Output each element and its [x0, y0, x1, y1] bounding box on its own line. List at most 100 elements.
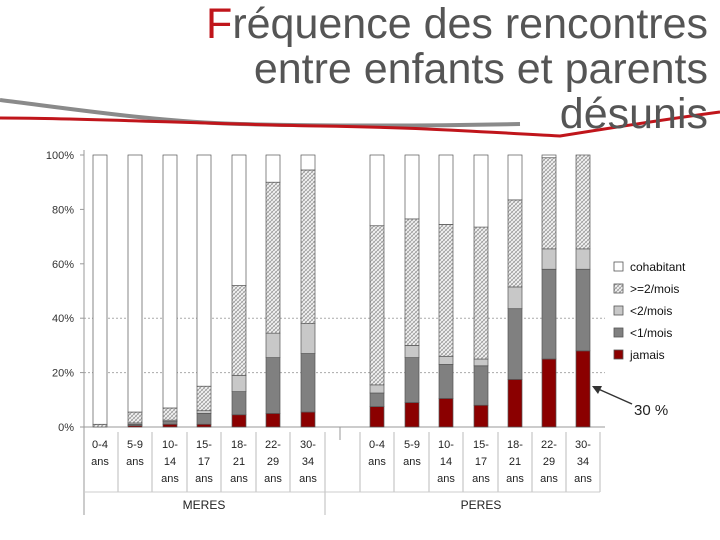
x-category-label: ans	[126, 456, 144, 468]
x-category-label: 21	[233, 456, 245, 468]
legend-swatch	[613, 283, 624, 294]
bar-segment-2mois	[369, 384, 385, 394]
group-label: PERES	[461, 498, 502, 512]
bar-segment-1mois	[507, 308, 523, 380]
bar-segment-2mois	[473, 226, 489, 360]
y-tick-label: 100%	[46, 150, 74, 162]
bar-segment-cohabitant	[196, 154, 212, 387]
bar-segment-2mois	[265, 332, 281, 358]
bar-segment-2mois	[507, 286, 523, 310]
bar-segment-1mois	[162, 421, 178, 425]
bar-segment-cohabitant	[369, 154, 385, 227]
bar-segment-jamais	[404, 402, 420, 428]
x-category-label: ans	[299, 473, 317, 485]
bar-segment-jamais	[473, 404, 489, 428]
x-category-label: ans	[403, 456, 421, 468]
bar-segment-2mois	[300, 323, 316, 354]
bar-segment-cohabitant	[541, 154, 557, 159]
bar-segment-1mois	[404, 357, 420, 403]
bar-segment-2mois	[473, 358, 489, 367]
y-tick-label: 20%	[52, 368, 74, 380]
x-category-label: 22-	[265, 439, 281, 451]
legend-swatch	[613, 327, 624, 338]
bar-segment-jamais	[300, 411, 316, 428]
bar-segment-2mois	[575, 248, 591, 270]
bar-segment-2mois	[438, 355, 454, 365]
bar-segment-cohabitant	[438, 154, 454, 225]
bar-segment-jamais	[162, 423, 178, 428]
bar-segment-2mois	[507, 199, 523, 288]
bar-segment-cohabitant	[127, 154, 143, 413]
bar-segment-2mois	[231, 374, 247, 392]
x-category-label: 0-4	[92, 439, 108, 451]
legend-label: <1/mois	[630, 326, 672, 340]
x-category-label: ans	[540, 473, 558, 485]
x-category-label: 22-	[541, 439, 557, 451]
x-category-label: 5-9	[127, 439, 143, 451]
bar-segment-2mois	[438, 224, 454, 357]
bar-segment-cohabitant	[265, 154, 281, 183]
bar-segment-jamais	[507, 379, 523, 428]
bar-segment-2mois	[541, 248, 557, 270]
bar-segment-2mois	[231, 285, 247, 376]
bar-segment-1mois	[196, 413, 212, 425]
bar-segment-2mois	[196, 385, 212, 412]
bar-segment-cohabitant	[473, 154, 489, 228]
bar-segment-1mois	[369, 392, 385, 407]
bar-segment-1mois	[300, 353, 316, 413]
slide-title: Fréquence des rencontres entre enfants e…	[108, 2, 708, 137]
y-tick-label: 80%	[52, 204, 74, 216]
legend-label: >=2/mois	[630, 282, 679, 296]
legend-swatch	[613, 261, 624, 272]
x-category-label: 5-9	[404, 439, 420, 451]
bar-segment-2mois	[575, 154, 591, 250]
bar-segment-cohabitant	[231, 154, 247, 286]
x-category-label: 10-	[162, 439, 178, 451]
legend-swatch	[613, 305, 624, 316]
bar-segment-1mois	[473, 365, 489, 406]
legend-label: jamais	[629, 348, 665, 362]
bar-segment-jamais	[231, 414, 247, 428]
annotation-arrow-line	[595, 387, 633, 405]
bar-segment-2mois	[162, 407, 178, 421]
x-category-label: 34	[577, 456, 589, 468]
x-category-label: 34	[302, 456, 314, 468]
x-category-label: ans	[574, 473, 592, 485]
y-tick-label: 60%	[52, 259, 74, 271]
bar-segment-1mois	[265, 357, 281, 414]
x-category-label: ans	[264, 473, 282, 485]
x-category-label: 15-	[473, 439, 489, 451]
bar-segment-2mois	[127, 411, 143, 424]
bar-segment-2mois	[300, 169, 316, 324]
annotation-label: 30 %	[634, 402, 668, 419]
title-first-letter: F	[206, 0, 233, 48]
bar-segment-2mois	[92, 423, 108, 428]
bar-segment-2mois	[404, 345, 420, 358]
bar-segment-cohabitant	[300, 154, 316, 171]
bar-segment-2mois	[541, 157, 557, 250]
bar-segment-1mois	[575, 268, 591, 352]
x-category-label: 18-	[231, 439, 247, 451]
x-category-label: 15-	[196, 439, 212, 451]
x-category-label: 30-	[575, 439, 591, 451]
bar-segment-jamais	[575, 350, 591, 428]
x-category-label: 30-	[300, 439, 316, 451]
x-category-label: ans	[506, 473, 524, 485]
bar-segment-jamais	[541, 358, 557, 428]
bar-segment-1mois	[231, 391, 247, 416]
x-category-label: ans	[230, 473, 248, 485]
x-category-label: ans	[437, 473, 455, 485]
x-category-label: ans	[368, 456, 386, 468]
group-label: MERES	[183, 498, 226, 512]
x-category-label: 18-	[507, 439, 523, 451]
x-category-label: 10-	[438, 439, 454, 451]
x-category-label: ans	[91, 456, 109, 468]
bar-segment-jamais	[438, 398, 454, 428]
x-category-label: ans	[161, 473, 179, 485]
bar-segment-jamais	[265, 413, 281, 428]
bar-segment-jamais	[196, 423, 212, 428]
bar-segment-2mois	[196, 410, 212, 414]
legend-label: <2/mois	[630, 304, 672, 318]
x-category-label: 29	[267, 456, 279, 468]
